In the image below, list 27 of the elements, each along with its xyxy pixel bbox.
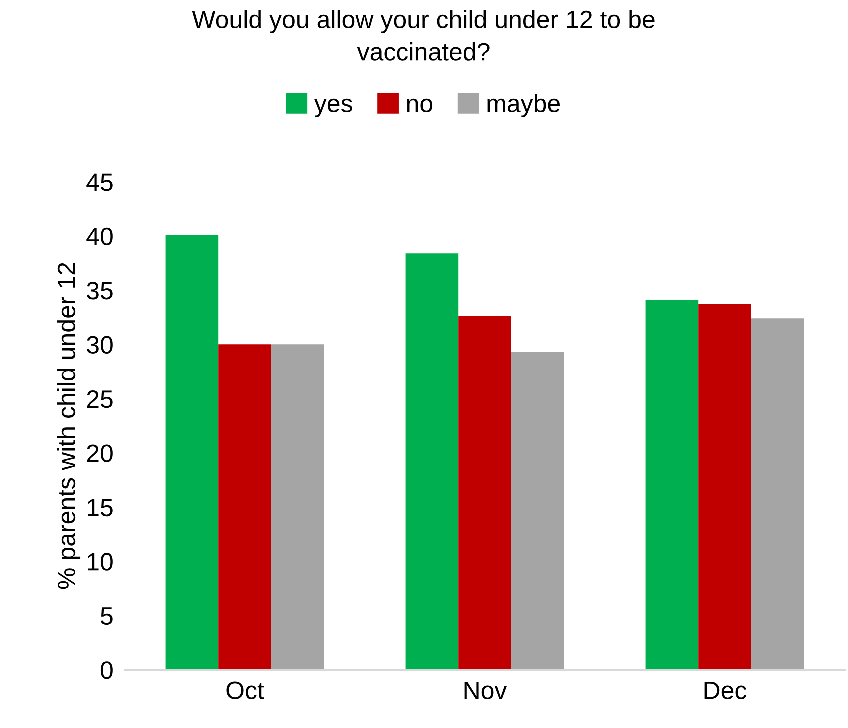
x-tick-label: Dec — [704, 682, 747, 700]
bar — [698, 304, 752, 670]
bar — [406, 254, 459, 670]
y-axis-title: % parents with child under 12 — [57, 263, 81, 590]
y-tick-label: 30 — [87, 336, 113, 354]
bar — [271, 344, 324, 670]
bar — [511, 352, 564, 670]
legend-label: maybe — [488, 94, 560, 118]
bar — [751, 318, 804, 670]
y-tick-label: 15 — [88, 499, 113, 517]
bar — [218, 344, 272, 670]
x-tick-label: Nov — [464, 682, 508, 700]
y-tick-label: 40 — [86, 228, 113, 246]
y-tick-label: 0 — [100, 662, 113, 680]
y-tick-label: 25 — [87, 390, 113, 408]
x-tick-label: Oct — [226, 682, 264, 700]
y-tick-label: 45 — [86, 174, 113, 192]
bar — [646, 300, 699, 670]
bar — [166, 235, 219, 670]
y-tick-label: 35 — [87, 282, 113, 300]
bar — [458, 316, 512, 670]
legend-label: yes — [314, 98, 352, 118]
y-tick-label: 20 — [87, 444, 113, 462]
chart-title: Would you allow your child under 12 to be vaccinated? — [192, 10, 655, 61]
y-tick-label: 10 — [88, 553, 113, 571]
legend-label: no — [407, 98, 433, 113]
y-tick-label: 5 — [100, 608, 113, 626]
